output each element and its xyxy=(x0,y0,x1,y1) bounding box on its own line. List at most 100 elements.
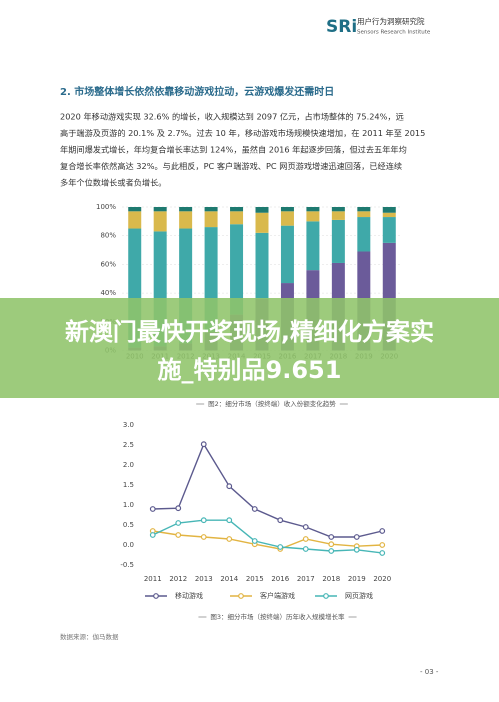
org-name: 用户行为洞察研究院 xyxy=(357,16,425,26)
y-tick-label: 1.5 xyxy=(123,481,134,489)
x-tick-label: 2018 xyxy=(322,575,340,583)
point-marker xyxy=(353,534,360,540)
point-marker xyxy=(328,541,335,548)
bar-segment xyxy=(357,207,371,212)
figure-caption: 图3：细分市场（按终端）历年收入规模增长率 xyxy=(210,612,345,621)
bar-segment xyxy=(255,212,269,233)
bar-segment xyxy=(230,211,244,225)
bar-segment xyxy=(306,211,320,222)
y-tick-label: 3.0 xyxy=(123,421,134,429)
y-tick-label: 2.0 xyxy=(123,461,134,469)
x-tick-label: 2019 xyxy=(348,575,366,583)
bar-segment xyxy=(331,219,345,263)
page-number: - 03 - xyxy=(420,668,439,676)
legend-marker xyxy=(323,593,329,599)
point-marker xyxy=(175,532,182,538)
bar-segment xyxy=(382,212,396,218)
paragraph: 2020 年移动游戏实现 32.6% 的增长，收入规模达到 2097 亿元，占市… xyxy=(60,112,425,188)
series-line xyxy=(152,442,383,538)
legend-marker xyxy=(238,593,244,599)
y-tick-label: 40% xyxy=(100,289,116,297)
bar-segment xyxy=(331,207,345,212)
point-marker xyxy=(379,542,386,548)
x-tick-label: 2020 xyxy=(373,575,391,583)
legend-label: 客户端游戏 xyxy=(260,591,295,600)
series-line xyxy=(152,519,383,554)
point-marker xyxy=(353,546,360,553)
paragraph-line: 高于端游及页游的 20.1% 及 2.7%。过去 10 年，移动游戏市场规模快速… xyxy=(60,128,425,138)
banner-band xyxy=(0,298,499,398)
bar-segment xyxy=(179,207,193,212)
figure-caption: 图2：细分市场（按终端）收入份额变化趋势 xyxy=(208,399,336,408)
banner-text: 新澳门最快开奖现场,精细化方案实 xyxy=(65,318,434,346)
legend-label: 移动游戏 xyxy=(175,591,203,600)
y-tick-label: 60% xyxy=(100,260,116,268)
series-line xyxy=(152,530,383,550)
point-marker xyxy=(302,546,309,552)
y-tick-label: 0.0 xyxy=(123,541,134,549)
x-tick-label: 2015 xyxy=(246,575,264,583)
legend-label: 网页游戏 xyxy=(345,591,373,600)
point-marker xyxy=(379,528,386,534)
y-tick-label: 80% xyxy=(100,232,116,240)
bar-segment xyxy=(230,207,244,212)
bar-segment xyxy=(357,211,371,218)
point-marker xyxy=(149,506,156,512)
bar-segment xyxy=(128,207,142,212)
point-marker xyxy=(200,517,207,524)
chart: -0.5 0.0 0.5 1.0 1.5 2.0 2.5 3.0 2011 2012 2013 201… xyxy=(120,421,391,621)
point-marker xyxy=(251,506,258,512)
point-marker xyxy=(251,538,258,544)
org-name-en: Sensors Research Institute xyxy=(357,30,431,36)
x-tick-label: 2014 xyxy=(220,575,238,583)
point-marker xyxy=(277,544,284,550)
bar-segment xyxy=(204,207,218,212)
bar-segment xyxy=(357,217,371,252)
point-marker xyxy=(302,536,309,542)
banner-text: 施_特别品9.651 xyxy=(158,356,342,384)
bar-segment xyxy=(306,221,320,271)
x-tick-label: 2011 xyxy=(144,575,162,583)
point-marker xyxy=(226,536,233,542)
point-marker xyxy=(328,534,335,540)
source: 数据来源：伽马数据 xyxy=(60,632,119,641)
point-marker xyxy=(175,520,182,526)
y-tick-label: -0.5 xyxy=(120,561,134,569)
point-marker xyxy=(175,505,182,512)
y-tick-label: 100% xyxy=(96,203,116,211)
x-tick-label: 2012 xyxy=(169,575,187,583)
bar-segment xyxy=(153,211,167,232)
y-tick-label: 1.0 xyxy=(123,501,134,509)
paragraph-line: 多年个位数增长或者负增长。 xyxy=(60,178,166,188)
bar-segment xyxy=(128,211,142,229)
logo: SRi xyxy=(326,17,357,37)
point-marker xyxy=(277,517,284,524)
bar-segment xyxy=(280,207,294,212)
x-tick-label: 2013 xyxy=(195,575,213,583)
bar-segment xyxy=(331,211,345,220)
bar-segment xyxy=(255,232,269,299)
paragraph-line: 复合增长率依然高达 32%。与此相反，PC 客户端游戏、PC 网页游戏增速迅速回… xyxy=(60,161,402,171)
x-tick-label: 2017 xyxy=(297,575,315,583)
point-marker xyxy=(200,441,207,448)
point-marker xyxy=(226,517,233,524)
bar-segment xyxy=(230,224,244,315)
bar-segment xyxy=(382,217,396,243)
point-marker xyxy=(226,483,233,490)
bar-segment xyxy=(255,207,269,213)
point-marker xyxy=(379,550,386,556)
bar-segment xyxy=(153,207,167,212)
y-tick-label: 0.5 xyxy=(123,521,134,529)
paragraph-line: 年期间爆发式增长，年均复合增长率达到 124%，虽然自 2016 年起逐步回落，… xyxy=(60,145,407,155)
bar-segment xyxy=(306,207,320,212)
bar-segment xyxy=(382,207,396,213)
section-title: 2. 市场整体增长依然依靠移动游戏拉动，云游戏爆发还需时日 xyxy=(60,85,334,98)
bar-segment xyxy=(204,211,218,228)
bar-segment xyxy=(179,211,193,229)
x-tick-label: 2016 xyxy=(271,575,289,583)
bar-segment xyxy=(280,211,294,226)
paragraph-line: 2020 年移动游戏实现 32.6% 的增长，收入规模达到 2097 亿元，占市… xyxy=(60,112,404,122)
bar-segment xyxy=(280,225,294,284)
